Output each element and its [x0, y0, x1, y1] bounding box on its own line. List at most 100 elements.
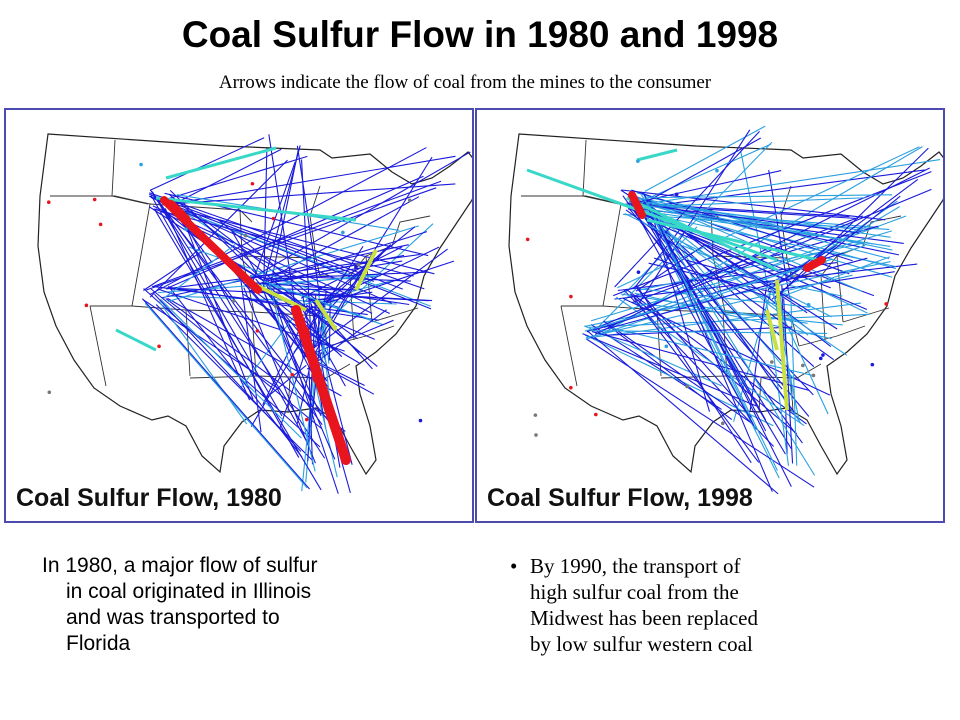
- caption-1980-line-3: and was transported to: [66, 606, 280, 629]
- flow-line: [594, 167, 930, 335]
- flow-line: [626, 203, 848, 356]
- flow-line: [584, 258, 833, 332]
- plant-dot: [525, 237, 530, 242]
- flow-line: [154, 293, 302, 452]
- plant-dot: [47, 390, 52, 395]
- flow-line: [242, 151, 471, 284]
- plant-dot: [769, 360, 774, 364]
- caption-1998-line-4: by low sulfur western coal: [530, 632, 753, 656]
- flow-line: [265, 260, 403, 285]
- flow-line: [148, 195, 375, 282]
- flow-line: [641, 202, 865, 232]
- plant-dot: [418, 418, 423, 423]
- flow-line: [144, 302, 308, 489]
- flow-line: [166, 287, 430, 302]
- map-caption-1998: Coal Sulfur Flow, 1998: [487, 484, 753, 512]
- flow-line: [251, 161, 296, 285]
- flow-line: [642, 212, 896, 268]
- plant-dot: [821, 353, 825, 357]
- flow-line: [624, 213, 832, 318]
- flow-line: [788, 284, 843, 297]
- state-border: [255, 363, 351, 379]
- plant-dot: [356, 263, 361, 267]
- flow-line: [584, 261, 891, 327]
- state-border: [560, 305, 578, 387]
- flow-line: [142, 298, 310, 490]
- plant-dot: [341, 230, 345, 235]
- flow-line: [633, 159, 941, 207]
- flow-line: [151, 191, 283, 417]
- caption-1980-line-2: in coal originated in Illinois: [66, 580, 312, 603]
- plant-dot: [46, 200, 51, 205]
- caption-1998-line-1: By 1990, the transport of: [530, 554, 741, 578]
- caption-1980-line-4: Florida: [66, 632, 131, 655]
- flow-line: [606, 326, 793, 336]
- flow-line: [308, 368, 314, 465]
- plant-dot: [720, 421, 725, 426]
- caption-1998-line-3: Midwest has been replaced: [530, 606, 758, 630]
- flow-line: [781, 271, 895, 290]
- flow-line: [279, 350, 307, 429]
- flow-line: [217, 219, 326, 308]
- flow-line: [773, 147, 929, 300]
- plant-dot: [685, 384, 689, 389]
- map-caption-1980: Coal Sulfur Flow, 1980: [16, 484, 282, 512]
- flow-line: [634, 292, 832, 340]
- plant-dot: [273, 304, 278, 309]
- flow-line: [307, 292, 353, 465]
- flow-line: [142, 299, 280, 390]
- caption-1980-line-1: In 1980, a major flow of sulfur: [42, 554, 318, 577]
- plant-dot: [674, 192, 679, 197]
- flow-line: [320, 260, 455, 306]
- flow-line: [648, 208, 757, 431]
- flow-line: [640, 197, 866, 208]
- caption-1998-line-2: high sulfur coal from the: [530, 580, 739, 604]
- flow-line: [768, 169, 791, 298]
- state-border: [89, 305, 107, 387]
- flow-line: [623, 289, 775, 447]
- flow-line: [771, 195, 901, 300]
- flow-line: [150, 288, 323, 430]
- flow-line: [308, 248, 448, 353]
- flow-line: [188, 246, 318, 293]
- flow-line-cyan: [165, 146, 277, 180]
- flow-line: [148, 206, 322, 319]
- plant-dot: [636, 270, 641, 275]
- flow-line: [263, 147, 268, 290]
- flow-line: [633, 297, 760, 463]
- flow-line: [603, 320, 751, 423]
- plant-dot: [636, 159, 640, 163]
- flow-line: [160, 201, 431, 307]
- flow-line: [779, 256, 891, 298]
- state-border: [371, 307, 419, 323]
- flow-line: [783, 298, 794, 464]
- state-border: [836, 255, 844, 323]
- flow-line: [770, 282, 800, 422]
- flow-line: [639, 202, 838, 330]
- plant-dot: [692, 256, 696, 261]
- flow-line: [168, 194, 378, 367]
- plant-dot: [290, 372, 294, 377]
- plant-dot: [811, 373, 816, 378]
- plant-dot: [92, 197, 97, 202]
- plant-dot: [184, 227, 188, 231]
- flow-line: [150, 189, 323, 425]
- flow-line: [243, 287, 316, 464]
- plant-dot: [255, 329, 260, 333]
- plant-dot: [354, 265, 358, 269]
- flow-line-yellow-green: [765, 309, 779, 351]
- flow-map-1998: [508, 125, 943, 495]
- state-border: [287, 377, 291, 413]
- plant-dot: [806, 302, 811, 307]
- flow-line: [169, 189, 343, 358]
- plant-dot: [569, 385, 573, 390]
- flow-line: [240, 281, 262, 433]
- flow-line: [628, 169, 925, 210]
- plant-dot: [870, 362, 875, 367]
- flow-line: [622, 141, 773, 297]
- flow-line: [621, 189, 886, 221]
- plant-dot: [98, 222, 103, 227]
- flow-line: [648, 205, 860, 234]
- flow-line: [266, 277, 339, 494]
- flow-line: [300, 159, 313, 355]
